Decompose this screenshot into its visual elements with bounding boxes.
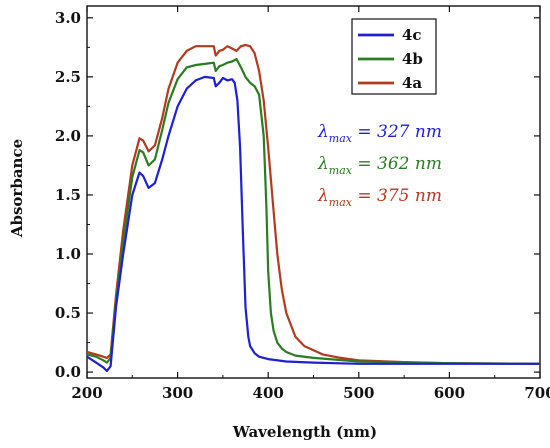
y-tick-label: 2.0: [55, 127, 81, 145]
legend-box: [351, 18, 437, 95]
lambda-max-annotation-4a: λmax = 375 nm: [317, 186, 442, 209]
x-axis-title: Wavelength (nm): [232, 423, 377, 441]
series-line-4a: [86, 43, 541, 365]
legend-label-4a: 4a: [402, 74, 422, 92]
y-tick-label: 3.0: [55, 9, 81, 27]
legend: 4c 4b 4a: [351, 18, 437, 95]
plot-border: [86, 5, 541, 379]
legend-label-4b: 4b: [402, 50, 423, 68]
x-tick-label: 200: [71, 384, 102, 402]
x-tick-label: 700: [524, 384, 550, 402]
y-tick-label: 1.5: [55, 186, 81, 204]
x-axis-ticks: 200 300 400 500 600 700: [71, 6, 550, 402]
y-tick-label: 0.5: [55, 304, 81, 322]
y-tick-label: 1.0: [55, 245, 81, 263]
lambda-max-annotation-4c: λmax = 327 nm: [317, 122, 442, 145]
x-tick-label: 500: [343, 384, 374, 402]
lambda-max-annotation-4b: λmax = 362 nm: [317, 154, 442, 177]
legend-label-4c: 4c: [402, 26, 422, 44]
x-tick-label: 600: [434, 384, 465, 402]
plot-frame: [86, 5, 541, 379]
y-tick-label: 0.0: [55, 363, 81, 381]
x-tick-label: 400: [253, 384, 284, 402]
x-tick-label: 300: [162, 384, 193, 402]
series-layer: [86, 43, 541, 372]
annotations: λmax = 327 nm λmax = 362 nm λmax = 375 nm: [317, 122, 442, 209]
y-axis-title: Absorbance: [8, 139, 26, 238]
y-tick-label: 2.5: [55, 68, 81, 86]
y-axis-ticks: 0.0 0.5 1.0 1.5 2.0 2.5 3.0: [55, 9, 540, 381]
series-line-4b: [86, 57, 541, 365]
series-line-4c: [86, 75, 540, 372]
